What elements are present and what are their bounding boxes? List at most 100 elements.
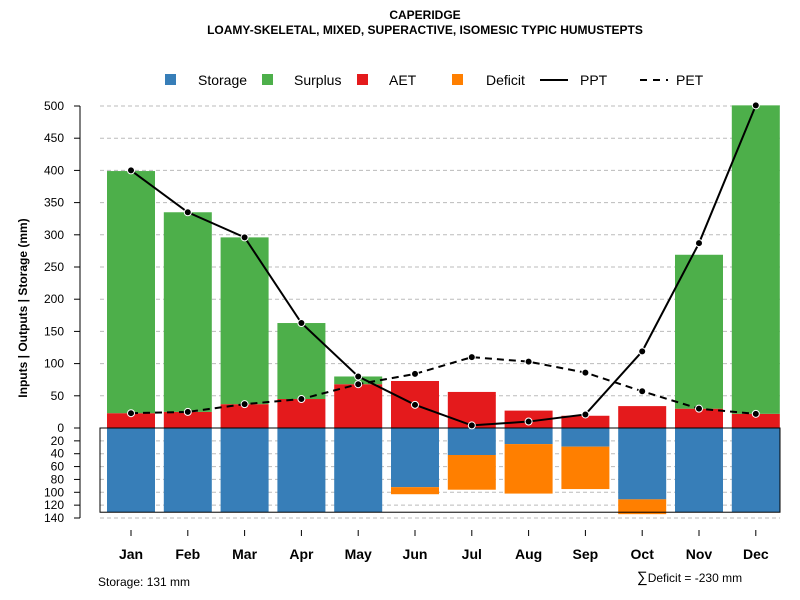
storage-bar-nov: [675, 428, 723, 513]
y-tick-label: 20: [51, 434, 65, 448]
surplus-bar-nov: [675, 254, 723, 409]
y-tick-label: 120: [44, 498, 64, 512]
x-tick-label: Mar: [232, 546, 257, 562]
legend-label-aet: AET: [389, 72, 417, 88]
deficit-total-label: Deficit = -230 mm: [647, 571, 743, 585]
y-tick-label: 200: [44, 292, 64, 306]
x-tick-label: Jan: [119, 546, 143, 562]
y-tick-label: 140: [44, 511, 64, 525]
deficit-bar-oct: [618, 499, 667, 515]
aet-bar-mar: [220, 404, 269, 428]
deficit-bar-jun: [391, 487, 439, 495]
legend-label-surplus: Surplus: [294, 72, 341, 88]
deficit-bar-sep: [561, 446, 610, 490]
ppt-line-point-jun: [411, 400, 419, 409]
surplus-bar-jan: [107, 171, 155, 414]
x-tick-label: Aug: [515, 546, 542, 562]
chart-title: CAPERIDGE: [389, 8, 461, 22]
y-tick-label: 250: [44, 260, 64, 274]
surplus-bar-apr: [277, 323, 326, 400]
y-tick-label: 50: [51, 389, 65, 403]
surplus-bar-mar: [220, 237, 269, 405]
storage-bar-jan: [107, 428, 155, 513]
deficit-total: ∑Deficit = -230 mm: [637, 569, 742, 586]
y-tick-label: 150: [44, 324, 64, 338]
legend-label-pet: PET: [676, 72, 704, 88]
legend-label-ppt: PPT: [580, 72, 608, 88]
ppt-line-point-jan: [127, 166, 135, 175]
x-tick-label: Jul: [462, 546, 482, 562]
pet-line-point-may: [354, 380, 363, 389]
storage-bar-oct: [618, 428, 667, 500]
x-tick-label: Dec: [743, 546, 769, 562]
y-tick-label: 60: [51, 460, 65, 474]
ppt-line-point-aug: [524, 417, 533, 426]
aet-bar-feb: [163, 411, 212, 428]
pet-line-point-sep: [581, 368, 590, 377]
ppt-line-point-apr: [297, 319, 306, 328]
storage-bar-jun: [391, 428, 439, 488]
storage-bar-sep: [561, 428, 610, 447]
legend-label-storage: Storage: [198, 72, 247, 88]
chart-subtitle: LOAMY-SKELETAL, MIXED, SUPERACTIVE, ISOM…: [207, 23, 643, 37]
y-tick-label: 100: [44, 357, 64, 371]
ppt-line: [130, 104, 757, 427]
pet-line-point-mar: [240, 400, 249, 409]
surplus-bar-dec: [731, 105, 780, 414]
legend-swatch-surplus: [262, 74, 273, 85]
storage-bar-mar: [220, 428, 269, 513]
legend-swatch-storage: [165, 74, 176, 85]
y-tick-label: 40: [51, 447, 65, 461]
x-tick-label: May: [345, 546, 372, 562]
y-tick-label: 100: [44, 485, 64, 499]
y-tick-label: 0: [57, 421, 64, 435]
ppt-line-point-may: [354, 372, 363, 381]
aet-bar-dec: [731, 413, 780, 428]
pet-line-point-dec: [751, 409, 760, 418]
pet-line-point-jul: [467, 353, 476, 362]
pet-line-point-oct: [638, 387, 647, 396]
storage-bar-aug: [504, 428, 553, 445]
ppt-line-point-dec: [751, 101, 760, 110]
ppt-line-point-sep: [581, 410, 590, 419]
x-tick-label: Feb: [175, 546, 200, 562]
aet-bar-oct: [618, 406, 667, 428]
pet-line-point-aug: [524, 357, 533, 366]
y-tick-label: 500: [44, 99, 64, 113]
aet-bar-may: [334, 384, 383, 428]
ppt-line-point-mar: [240, 233, 249, 242]
deficit-bar-aug: [504, 444, 553, 494]
storage-total: Storage: 131 mm: [98, 575, 191, 589]
pet-line-point-nov: [695, 404, 703, 413]
legend-swatch-aet: [357, 74, 368, 85]
storage-capacity-box: [99, 427, 781, 513]
storage-bar-dec: [731, 428, 780, 513]
chart-title-block: CAPERIDGE LOAMY-SKELETAL, MIXED, SUPERAC…: [0, 8, 800, 38]
y-tick-label: 80: [51, 472, 65, 486]
ppt-line-point-nov: [695, 239, 703, 248]
aet-bar-jan: [107, 413, 155, 428]
sum-symbol: ∑: [637, 569, 648, 586]
storage-bar-feb: [163, 428, 212, 513]
x-tick-label: Oct: [631, 546, 655, 562]
x-tick-label: Sep: [573, 546, 599, 562]
x-tick-label: Jun: [403, 546, 428, 562]
pet-line-point-jan: [127, 409, 135, 418]
y-tick-label: 400: [44, 163, 64, 177]
pet-line-point-feb: [183, 407, 192, 416]
pet-line-point-jun: [411, 369, 419, 378]
y-tick-label: 350: [44, 196, 64, 210]
storage-bar-apr: [277, 428, 326, 513]
pet-line: [130, 356, 756, 415]
x-tick-label: Nov: [686, 546, 713, 562]
surplus-bar-feb: [163, 212, 212, 412]
x-tick-label: Apr: [289, 546, 314, 562]
ppt-line-point-oct: [638, 347, 647, 356]
legend-swatch-deficit: [452, 74, 463, 85]
aet-bar-sep: [561, 415, 610, 428]
aet-bar-apr: [277, 399, 326, 428]
deficit-bar-jul: [447, 455, 496, 490]
storage-bar-may: [334, 428, 383, 513]
pet-line-point-apr: [297, 395, 306, 404]
